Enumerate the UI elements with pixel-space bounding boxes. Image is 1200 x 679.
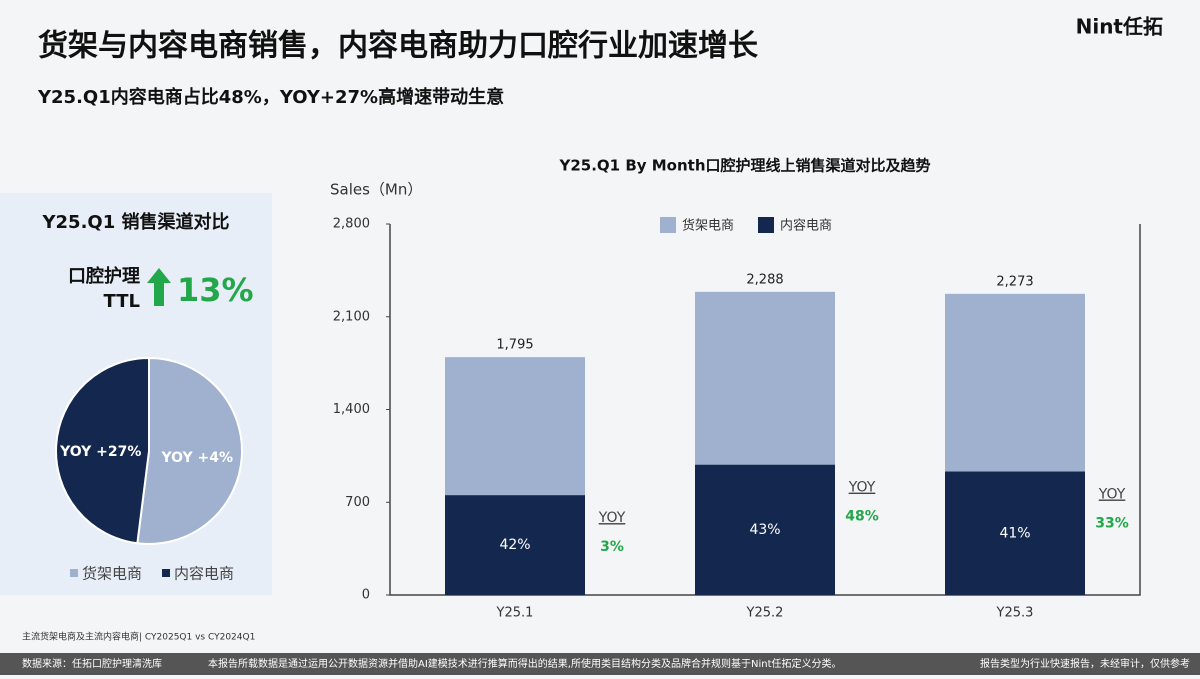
ttl-label: 口腔护理 xyxy=(68,265,140,287)
legend-swatch xyxy=(70,569,78,577)
footnote: 主流货架电商及主流内容电商| CY2025Q1 vs CY2024Q1 xyxy=(22,631,255,643)
pie-slice xyxy=(136,356,243,545)
disclaimer: 本报告所载数据是通过运用公开数据资源并借助AI建模技术进行推算而得出的结果,所使… xyxy=(208,657,842,670)
y-tick-label: 700 xyxy=(345,495,370,510)
bar-segment xyxy=(945,293,1085,472)
slice-label: YOY +27% xyxy=(59,444,141,460)
chart-title: Y25.Q1 By Month口腔护理线上销售渠道对比及趋势 xyxy=(558,157,930,175)
y-tick-label: 2,100 xyxy=(333,309,370,324)
footer-bar xyxy=(0,653,1200,675)
source: 数据来源：任拓口腔护理清洗库 xyxy=(22,657,162,670)
bar-segment xyxy=(695,464,835,595)
yoy-value: 48% xyxy=(845,509,879,525)
logo: Nint任拓 xyxy=(1076,15,1163,39)
total-label: 2,273 xyxy=(996,274,1033,289)
share-label: 41% xyxy=(999,525,1030,541)
total-label: 2,288 xyxy=(746,272,783,287)
x-tick-label: Y25.3 xyxy=(996,606,1034,621)
legend-label: 内容电商 xyxy=(174,565,234,583)
legend-swatch xyxy=(162,569,170,577)
yoy-title: YOY xyxy=(848,480,876,496)
total-label: 1,795 xyxy=(496,338,533,353)
y-tick-label: 1,400 xyxy=(333,402,370,417)
bar-segment xyxy=(945,471,1085,595)
y-tick-label: 0 xyxy=(362,588,370,603)
legend-swatch xyxy=(660,217,676,233)
y-axis-label: Sales（Mn） xyxy=(330,181,422,199)
ttl-label: TTL xyxy=(104,291,140,312)
x-tick-label: Y25.1 xyxy=(496,606,534,621)
report-type: 报告类型为行业快速报告，未经审计，仅供参考 xyxy=(980,657,1190,670)
bar-segment xyxy=(445,495,585,595)
up-arrow xyxy=(147,268,171,306)
bar-segment xyxy=(445,357,585,496)
bar-segment xyxy=(695,291,835,465)
yoy-title: YOY xyxy=(598,510,626,526)
share-label: 42% xyxy=(499,537,530,553)
title: 货架与内容电商销售，内容电商助力口腔行业加速增长 xyxy=(38,29,758,64)
ttl-growth: 13% xyxy=(177,271,254,309)
legend-label: 内容电商 xyxy=(780,218,832,234)
x-tick-label: Y25.2 xyxy=(746,606,784,621)
subtitle: Y25.Q1内容电商占比48%，YOY+27%高增速带动生意 xyxy=(37,86,504,108)
y-tick-label: 2,800 xyxy=(333,217,370,232)
legend-label: 货架电商 xyxy=(82,565,142,583)
yoy-title: YOY xyxy=(1098,487,1126,503)
legend-swatch xyxy=(758,217,774,233)
yoy-value: 3% xyxy=(600,539,624,555)
pie-slice xyxy=(55,356,150,545)
yoy-value: 33% xyxy=(1095,516,1129,532)
panel-title: Y25.Q1 销售渠道对比 xyxy=(41,211,229,233)
slice-label: YOY +4% xyxy=(160,450,233,466)
legend-label: 货架电商 xyxy=(682,218,734,234)
share-label: 43% xyxy=(749,522,780,538)
